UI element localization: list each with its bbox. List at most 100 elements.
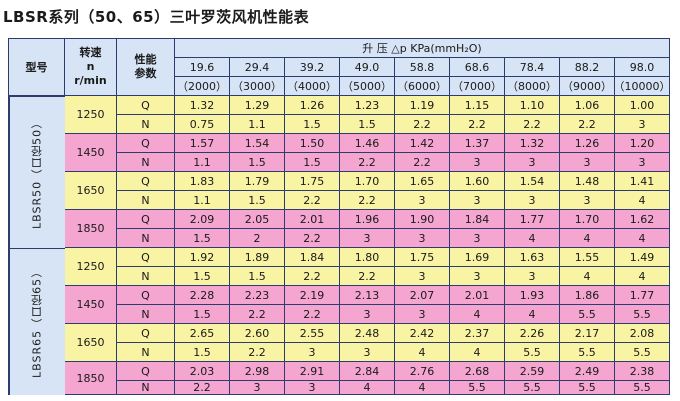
table-cell: 1.5 — [340, 115, 395, 134]
param-label: Q — [117, 248, 175, 267]
table-cell: 1.23 — [340, 96, 395, 115]
table-cell: 1.83 — [175, 172, 230, 191]
table-cell: 4 — [560, 229, 615, 248]
table-cell: 4 — [450, 343, 505, 362]
table-cell: 3 — [395, 191, 450, 210]
table-cell: 2.08 — [615, 324, 670, 343]
table-cell: 3 — [340, 229, 395, 248]
table-cell: 2.13 — [340, 286, 395, 305]
pressure-kpa: 78.4 — [505, 58, 560, 77]
table-cell: 3 — [450, 191, 505, 210]
table-cell: 1.55 — [560, 248, 615, 267]
table-cell: 1.5 — [230, 153, 285, 172]
pressure-header: 升 压 △p KPa(mmH₂O) — [175, 39, 670, 58]
speed-value: 1850 — [65, 210, 117, 248]
model-label: LBSR65（口径65） — [9, 248, 65, 395]
table-cell: 3 — [505, 267, 560, 286]
table-cell: 1.60 — [450, 172, 505, 191]
table-cell: 1.5 — [175, 305, 230, 324]
param-label: N — [117, 343, 175, 362]
table-cell: 1.77 — [505, 210, 560, 229]
table-cell: 3 — [285, 343, 340, 362]
table-cell: 1.5 — [285, 115, 340, 134]
param-label: Q — [117, 96, 175, 115]
table-cell: 1.75 — [285, 172, 340, 191]
pressure-mmh2o: （7000） — [450, 77, 505, 96]
table-cell: 3 — [340, 343, 395, 362]
table-cell: 2.59 — [505, 362, 560, 381]
pressure-kpa: 98.0 — [615, 58, 670, 77]
param-label: N — [117, 381, 175, 395]
table-cell: 3 — [340, 305, 395, 324]
table-cell: 1.19 — [395, 96, 450, 115]
perf-header-label: 性能 — [134, 53, 157, 66]
table-cell: 2.42 — [395, 324, 450, 343]
table-cell: 1.62 — [615, 210, 670, 229]
pressure-kpa: 39.2 — [285, 58, 340, 77]
table-cell: 1.20 — [615, 134, 670, 153]
table-cell: 1.1 — [175, 191, 230, 210]
table-cell: 2.37 — [450, 324, 505, 343]
table-cell: 5.5 — [450, 381, 505, 395]
table-cell: 1.5 — [175, 267, 230, 286]
table-cell: 1.96 — [340, 210, 395, 229]
param-label: N — [117, 229, 175, 248]
table-cell: 3 — [505, 191, 560, 210]
table-cell: 1.26 — [285, 96, 340, 115]
table-cell: 5.5 — [615, 343, 670, 362]
table-cell: 2.65 — [175, 324, 230, 343]
table-cell: 1.84 — [285, 248, 340, 267]
pressure-kpa: 49.0 — [340, 58, 395, 77]
table-cell: 3 — [560, 153, 615, 172]
param-label: Q — [117, 324, 175, 343]
pressure-kpa: 68.6 — [450, 58, 505, 77]
table-cell: 5.5 — [560, 343, 615, 362]
table-cell: 1.65 — [395, 172, 450, 191]
model-header: 型号 — [9, 39, 65, 96]
table-cell: 5.5 — [505, 381, 560, 395]
table-cell: 1.57 — [175, 134, 230, 153]
table-cell: 2.07 — [395, 286, 450, 305]
table-cell: 4 — [615, 267, 670, 286]
table-cell: 3 — [560, 191, 615, 210]
table-cell: 1.41 — [615, 172, 670, 191]
pressure-kpa: 19.6 — [175, 58, 230, 77]
pressure-kpa: 88.2 — [560, 58, 615, 77]
table-cell: 4 — [340, 381, 395, 395]
table-cell: 1.15 — [450, 96, 505, 115]
table-cell: 2.2 — [285, 267, 340, 286]
table-cell: 3 — [395, 229, 450, 248]
table-cell: 1.79 — [230, 172, 285, 191]
table-cell: 1.46 — [340, 134, 395, 153]
perf-header-label-2: 参数 — [134, 67, 157, 80]
pressure-kpa: 58.8 — [395, 58, 450, 77]
table-cell: 1.06 — [560, 96, 615, 115]
table-cell: 1.37 — [450, 134, 505, 153]
pressure-mmh2o: （10000） — [615, 77, 670, 96]
table-cell: 5.5 — [505, 343, 560, 362]
table-cell: 2.98 — [230, 362, 285, 381]
table-cell: 5.5 — [615, 305, 670, 324]
param-label: Q — [117, 172, 175, 191]
table-cell: 3 — [285, 381, 340, 395]
page-title: LBSR系列（50、65）三叶罗茨风机性能表 — [3, 8, 310, 26]
table-cell: 2.19 — [285, 286, 340, 305]
speed-header-unit: r/min — [74, 74, 107, 87]
table-cell: 1.5 — [175, 343, 230, 362]
pressure-mmh2o: （4000） — [285, 77, 340, 96]
table-cell: 2.17 — [560, 324, 615, 343]
table-cell: 3 — [450, 229, 505, 248]
table-cell: 2.09 — [175, 210, 230, 229]
table-cell: 5.5 — [560, 305, 615, 324]
table-cell: 2.2 — [230, 305, 285, 324]
speed-value: 1250 — [65, 248, 117, 286]
table-cell: 1.00 — [615, 96, 670, 115]
pressure-kpa: 29.4 — [230, 58, 285, 77]
pressure-mmh2o: （6000） — [395, 77, 450, 96]
table-cell: 2.2 — [395, 115, 450, 134]
table-cell: 3 — [615, 153, 670, 172]
table-cell: 3 — [395, 267, 450, 286]
table-cell: 1.10 — [505, 96, 560, 115]
speed-value: 1650 — [65, 324, 117, 362]
table-cell: 1.5 — [175, 229, 230, 248]
